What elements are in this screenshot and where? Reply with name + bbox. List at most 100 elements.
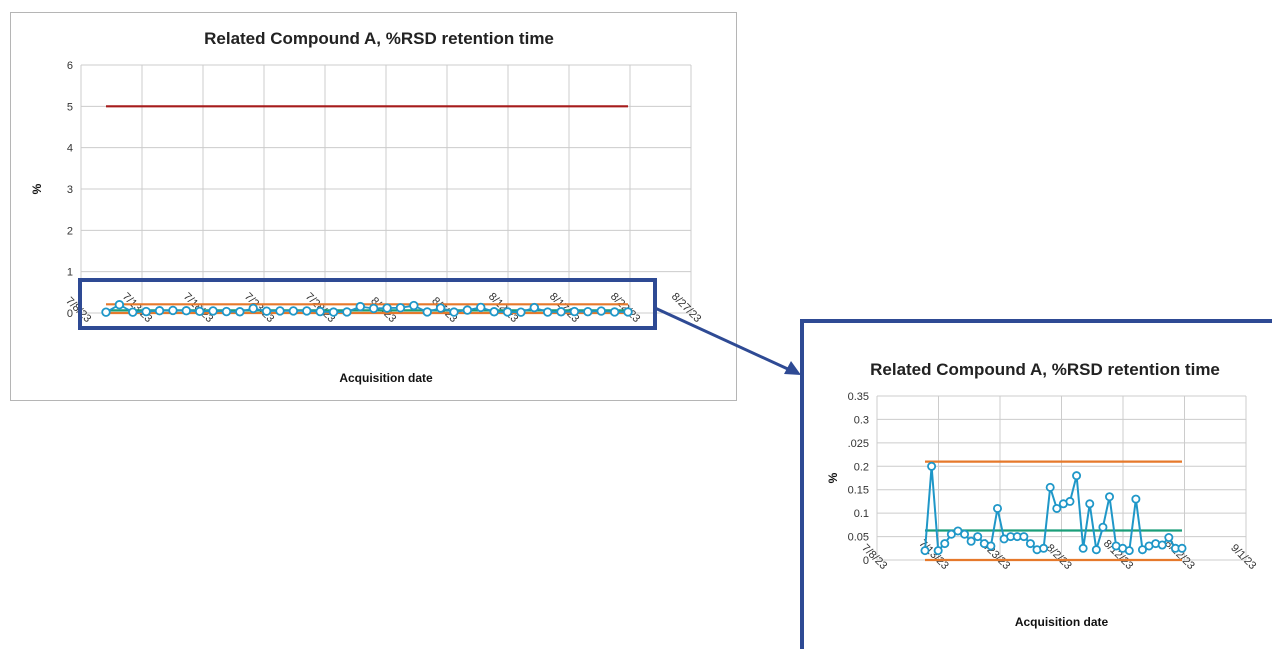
data-point	[382, 303, 392, 313]
zoom-chart-svg: Related Compound A, %RSD retention time0…	[826, 360, 1258, 629]
data-point	[342, 307, 352, 317]
data-point	[275, 306, 285, 316]
data-point	[1078, 543, 1088, 553]
y-tick-label: 0.35	[848, 391, 869, 403]
data-point	[315, 306, 325, 317]
data-point	[542, 307, 553, 317]
x-axis-title: Acquisition date	[1015, 615, 1109, 629]
data-point	[1052, 503, 1062, 513]
data-point	[1177, 543, 1187, 553]
data-point	[409, 300, 419, 311]
data-point	[940, 539, 950, 549]
data-point	[623, 307, 633, 317]
y-tick-label: 0.15	[848, 485, 869, 497]
data-point	[516, 307, 526, 317]
data-point	[569, 306, 580, 317]
data-point	[422, 307, 432, 317]
data-point	[966, 536, 976, 546]
data-point	[1164, 533, 1174, 543]
data-point	[395, 303, 406, 313]
x-tick-label: 8/22/23	[1162, 538, 1196, 572]
data-point	[502, 307, 513, 317]
data-point	[1025, 539, 1035, 549]
connector-arrow-line	[654, 306, 791, 372]
data-point	[1065, 496, 1075, 506]
data-point	[1085, 499, 1095, 509]
zoom-chart-panel: Related Compound A, %RSD retention time 0…	[800, 319, 1272, 649]
data-point	[489, 307, 499, 317]
data-point	[1137, 545, 1147, 555]
series-line	[924, 465, 1182, 552]
data-point	[328, 307, 339, 317]
data-point	[960, 529, 970, 539]
data-point	[1091, 545, 1101, 555]
data-point	[529, 302, 540, 313]
y-tick-label: 6	[67, 60, 73, 72]
x-tick-label: 8/2/23	[1044, 542, 1074, 572]
data-point	[1019, 532, 1029, 542]
chart-title: Related Compound A, %RSD retention time	[204, 29, 554, 48]
data-point	[596, 306, 606, 316]
data-point	[128, 307, 138, 317]
data-point	[208, 306, 218, 316]
data-point	[462, 305, 473, 315]
data-point	[1072, 471, 1082, 481]
data-point	[235, 307, 245, 317]
data-point	[933, 546, 943, 556]
data-point	[1124, 546, 1134, 556]
data-point	[1045, 482, 1055, 492]
data-point	[992, 503, 1002, 513]
data-point	[355, 301, 366, 312]
y-tick-label: 0	[863, 555, 869, 567]
data-point	[221, 306, 232, 317]
x-axis-title: Acquisition date	[339, 371, 433, 385]
main-chart-panel: Related Compound A, %RSD retention time 0…	[10, 12, 737, 401]
chart-title: Related Compound A, %RSD retention time	[870, 360, 1220, 379]
data-point	[476, 302, 486, 313]
y-tick-label: 0.2	[854, 461, 869, 473]
y-tick-label: .025	[848, 438, 869, 450]
series-line	[105, 303, 628, 314]
y-tick-label: 2	[67, 225, 73, 237]
main-chart-svg: Related Compound A, %RSD retention time 0…	[30, 29, 703, 385]
data-point	[114, 300, 125, 310]
data-point	[1105, 492, 1115, 502]
data-point	[154, 306, 165, 316]
y-tick-label: 5	[67, 101, 73, 113]
y-tick-label: 3	[67, 184, 73, 196]
data-point	[583, 306, 593, 317]
data-point	[288, 306, 299, 316]
y-tick-label: 0.3	[854, 414, 869, 426]
connector-arrowhead	[784, 361, 801, 375]
data-point	[609, 307, 620, 317]
y-tick-label: 0.1	[854, 508, 869, 520]
y-tick-label: 0	[67, 308, 73, 320]
y-axis-title: %	[30, 183, 44, 194]
data-point	[1131, 494, 1141, 504]
data-point	[1039, 543, 1049, 553]
y-axis-title: %	[826, 472, 840, 483]
data-point	[248, 303, 258, 314]
data-point	[168, 305, 178, 316]
data-point	[141, 306, 151, 317]
y-tick-label: 0.05	[848, 532, 869, 544]
data-point	[302, 306, 312, 316]
data-point	[101, 307, 111, 317]
data-point	[261, 306, 272, 316]
data-point	[194, 306, 205, 317]
data-point	[973, 532, 983, 542]
data-point	[1157, 540, 1167, 550]
y-tick-label: 4	[67, 143, 73, 155]
y-tick-label: 1	[67, 267, 73, 279]
data-point	[920, 546, 930, 556]
highlight-box	[78, 278, 657, 330]
data-point	[449, 307, 459, 317]
data-point	[986, 541, 996, 551]
data-point	[1098, 522, 1108, 532]
data-point	[181, 306, 192, 316]
data-point	[368, 303, 379, 314]
data-point	[556, 307, 566, 317]
x-tick-label: 9/1/23	[1228, 542, 1258, 572]
data-point	[435, 303, 446, 313]
